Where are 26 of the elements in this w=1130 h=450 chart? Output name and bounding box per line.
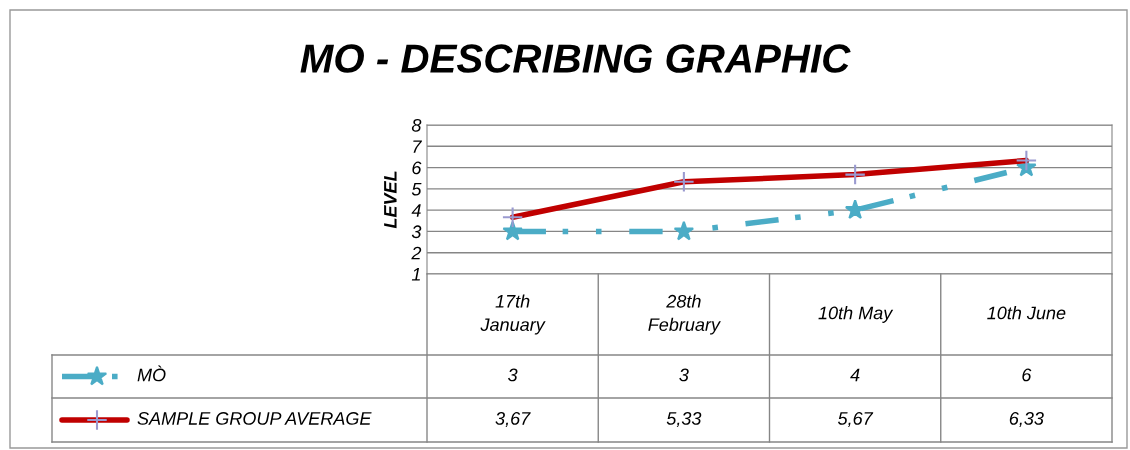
- y-tick-label: 6: [412, 161, 422, 175]
- data-label: 5,33: [666, 412, 702, 427]
- data-label: 6,33: [1009, 412, 1044, 427]
- y-tick-label: 2: [411, 246, 422, 260]
- y-tick-label: 8: [411, 118, 422, 132]
- data-label: 4: [850, 368, 860, 382]
- legend-label: MÒ: [137, 365, 166, 382]
- chart-title: MO - DESCRIBING GRAPHIC: [300, 44, 851, 73]
- y-tick-label: 1: [411, 268, 420, 281]
- data-label: 3: [679, 368, 689, 382]
- point: [502, 220, 523, 241]
- y-tick-label: 7: [413, 140, 422, 153]
- y-axis-title: LEVEL: [384, 171, 397, 229]
- y-tick-label: 3: [411, 225, 422, 239]
- x-tick-label: 17th January: [480, 294, 546, 335]
- point: [673, 220, 695, 241]
- x-tick-label: 28th February: [648, 294, 721, 335]
- y-tick-label: 4: [411, 204, 421, 217]
- x-tick-label: 10th May: [818, 306, 894, 323]
- data-label: 3,67: [495, 412, 531, 427]
- data-label: 6: [1022, 368, 1032, 382]
- data-label: 5,67: [837, 412, 874, 427]
- data-label: 3: [508, 368, 518, 382]
- legend-label: SAMPLE GROUP AVERAGE: [137, 412, 372, 425]
- y-tick-label: 5: [411, 182, 422, 196]
- x-tick-label: 10th June: [987, 306, 1066, 320]
